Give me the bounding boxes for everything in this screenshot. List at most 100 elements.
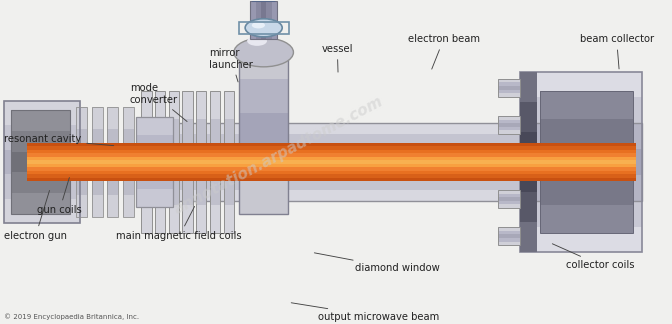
Bar [271, 1, 277, 40]
Bar [169, 91, 179, 120]
Bar [27, 167, 636, 171]
Bar [11, 172, 70, 193]
Text: vessel: vessel [322, 44, 353, 72]
Bar [140, 134, 642, 145]
Bar [498, 238, 520, 241]
Bar [108, 173, 118, 195]
Bar [540, 148, 632, 176]
Bar [108, 107, 118, 217]
Bar [123, 129, 134, 151]
Circle shape [245, 19, 282, 37]
Bar [498, 86, 520, 89]
Bar [169, 120, 179, 148]
Bar [27, 178, 636, 181]
Bar [520, 192, 536, 222]
Text: electron beam: electron beam [408, 34, 480, 69]
Bar [520, 123, 642, 149]
Bar [91, 107, 103, 217]
Text: diamond window: diamond window [314, 253, 439, 273]
Bar [91, 195, 103, 217]
Bar [76, 129, 87, 151]
Bar [498, 227, 520, 245]
Bar [27, 157, 636, 160]
Bar [4, 174, 80, 199]
Bar [498, 190, 520, 208]
Bar [196, 176, 206, 204]
Bar [498, 227, 520, 231]
Bar [91, 151, 103, 173]
Bar [520, 102, 536, 132]
Text: collector coils: collector coils [552, 244, 635, 270]
Bar [27, 160, 636, 164]
Bar [498, 130, 520, 134]
Bar [224, 176, 234, 204]
Bar [498, 153, 520, 171]
Bar [196, 91, 206, 120]
Bar [210, 204, 220, 233]
Bar [91, 129, 103, 151]
Bar [141, 148, 152, 176]
Bar [520, 132, 536, 162]
Text: © 2019 Encyclopaedia Britannica, Inc.: © 2019 Encyclopaedia Britannica, Inc. [4, 313, 139, 320]
Bar [540, 204, 632, 233]
Bar [224, 91, 234, 233]
Bar [520, 72, 642, 98]
Bar [183, 176, 193, 204]
Bar [498, 123, 520, 127]
Bar [196, 120, 206, 148]
Bar [520, 72, 536, 102]
Bar [169, 148, 179, 176]
Bar [76, 107, 87, 129]
Bar [141, 91, 152, 233]
Bar [520, 201, 642, 226]
Bar [11, 110, 70, 131]
Bar [27, 143, 636, 146]
Bar [76, 173, 87, 195]
Text: annotation.arpadtome.com: annotation.arpadtome.com [171, 94, 386, 217]
Polygon shape [227, 0, 300, 1]
Bar [251, 1, 256, 40]
Bar [498, 167, 520, 171]
Bar [108, 107, 118, 129]
Bar [91, 107, 103, 129]
Bar [4, 150, 80, 174]
Bar [196, 204, 206, 233]
Bar [27, 150, 636, 153]
Bar [183, 120, 193, 148]
Bar [4, 199, 80, 223]
Bar [498, 93, 520, 97]
Text: main magnetic field coils: main magnetic field coils [116, 206, 242, 241]
Bar [224, 148, 234, 176]
Bar [140, 156, 642, 168]
Bar [210, 120, 220, 148]
Bar [210, 176, 220, 204]
Bar [498, 79, 520, 83]
Bar [140, 123, 642, 201]
Bar [76, 151, 87, 173]
Bar [11, 131, 70, 152]
Bar [210, 91, 220, 120]
Bar [27, 153, 636, 157]
Bar [540, 91, 632, 233]
Bar [155, 91, 165, 120]
Bar [140, 190, 642, 201]
Bar [141, 204, 152, 233]
Bar [520, 175, 642, 201]
Bar [498, 197, 520, 201]
Bar [141, 120, 152, 148]
Bar [261, 1, 266, 40]
Bar [498, 120, 520, 123]
Bar [498, 79, 520, 97]
Bar [140, 168, 642, 179]
Bar [498, 116, 520, 120]
Bar [520, 222, 536, 252]
Bar [108, 195, 118, 217]
Bar [123, 151, 134, 173]
Bar [498, 235, 520, 238]
Bar [540, 120, 632, 148]
Bar [540, 176, 632, 204]
Bar [76, 195, 87, 217]
Bar [540, 91, 632, 120]
Bar [224, 91, 234, 120]
Bar [27, 146, 636, 150]
